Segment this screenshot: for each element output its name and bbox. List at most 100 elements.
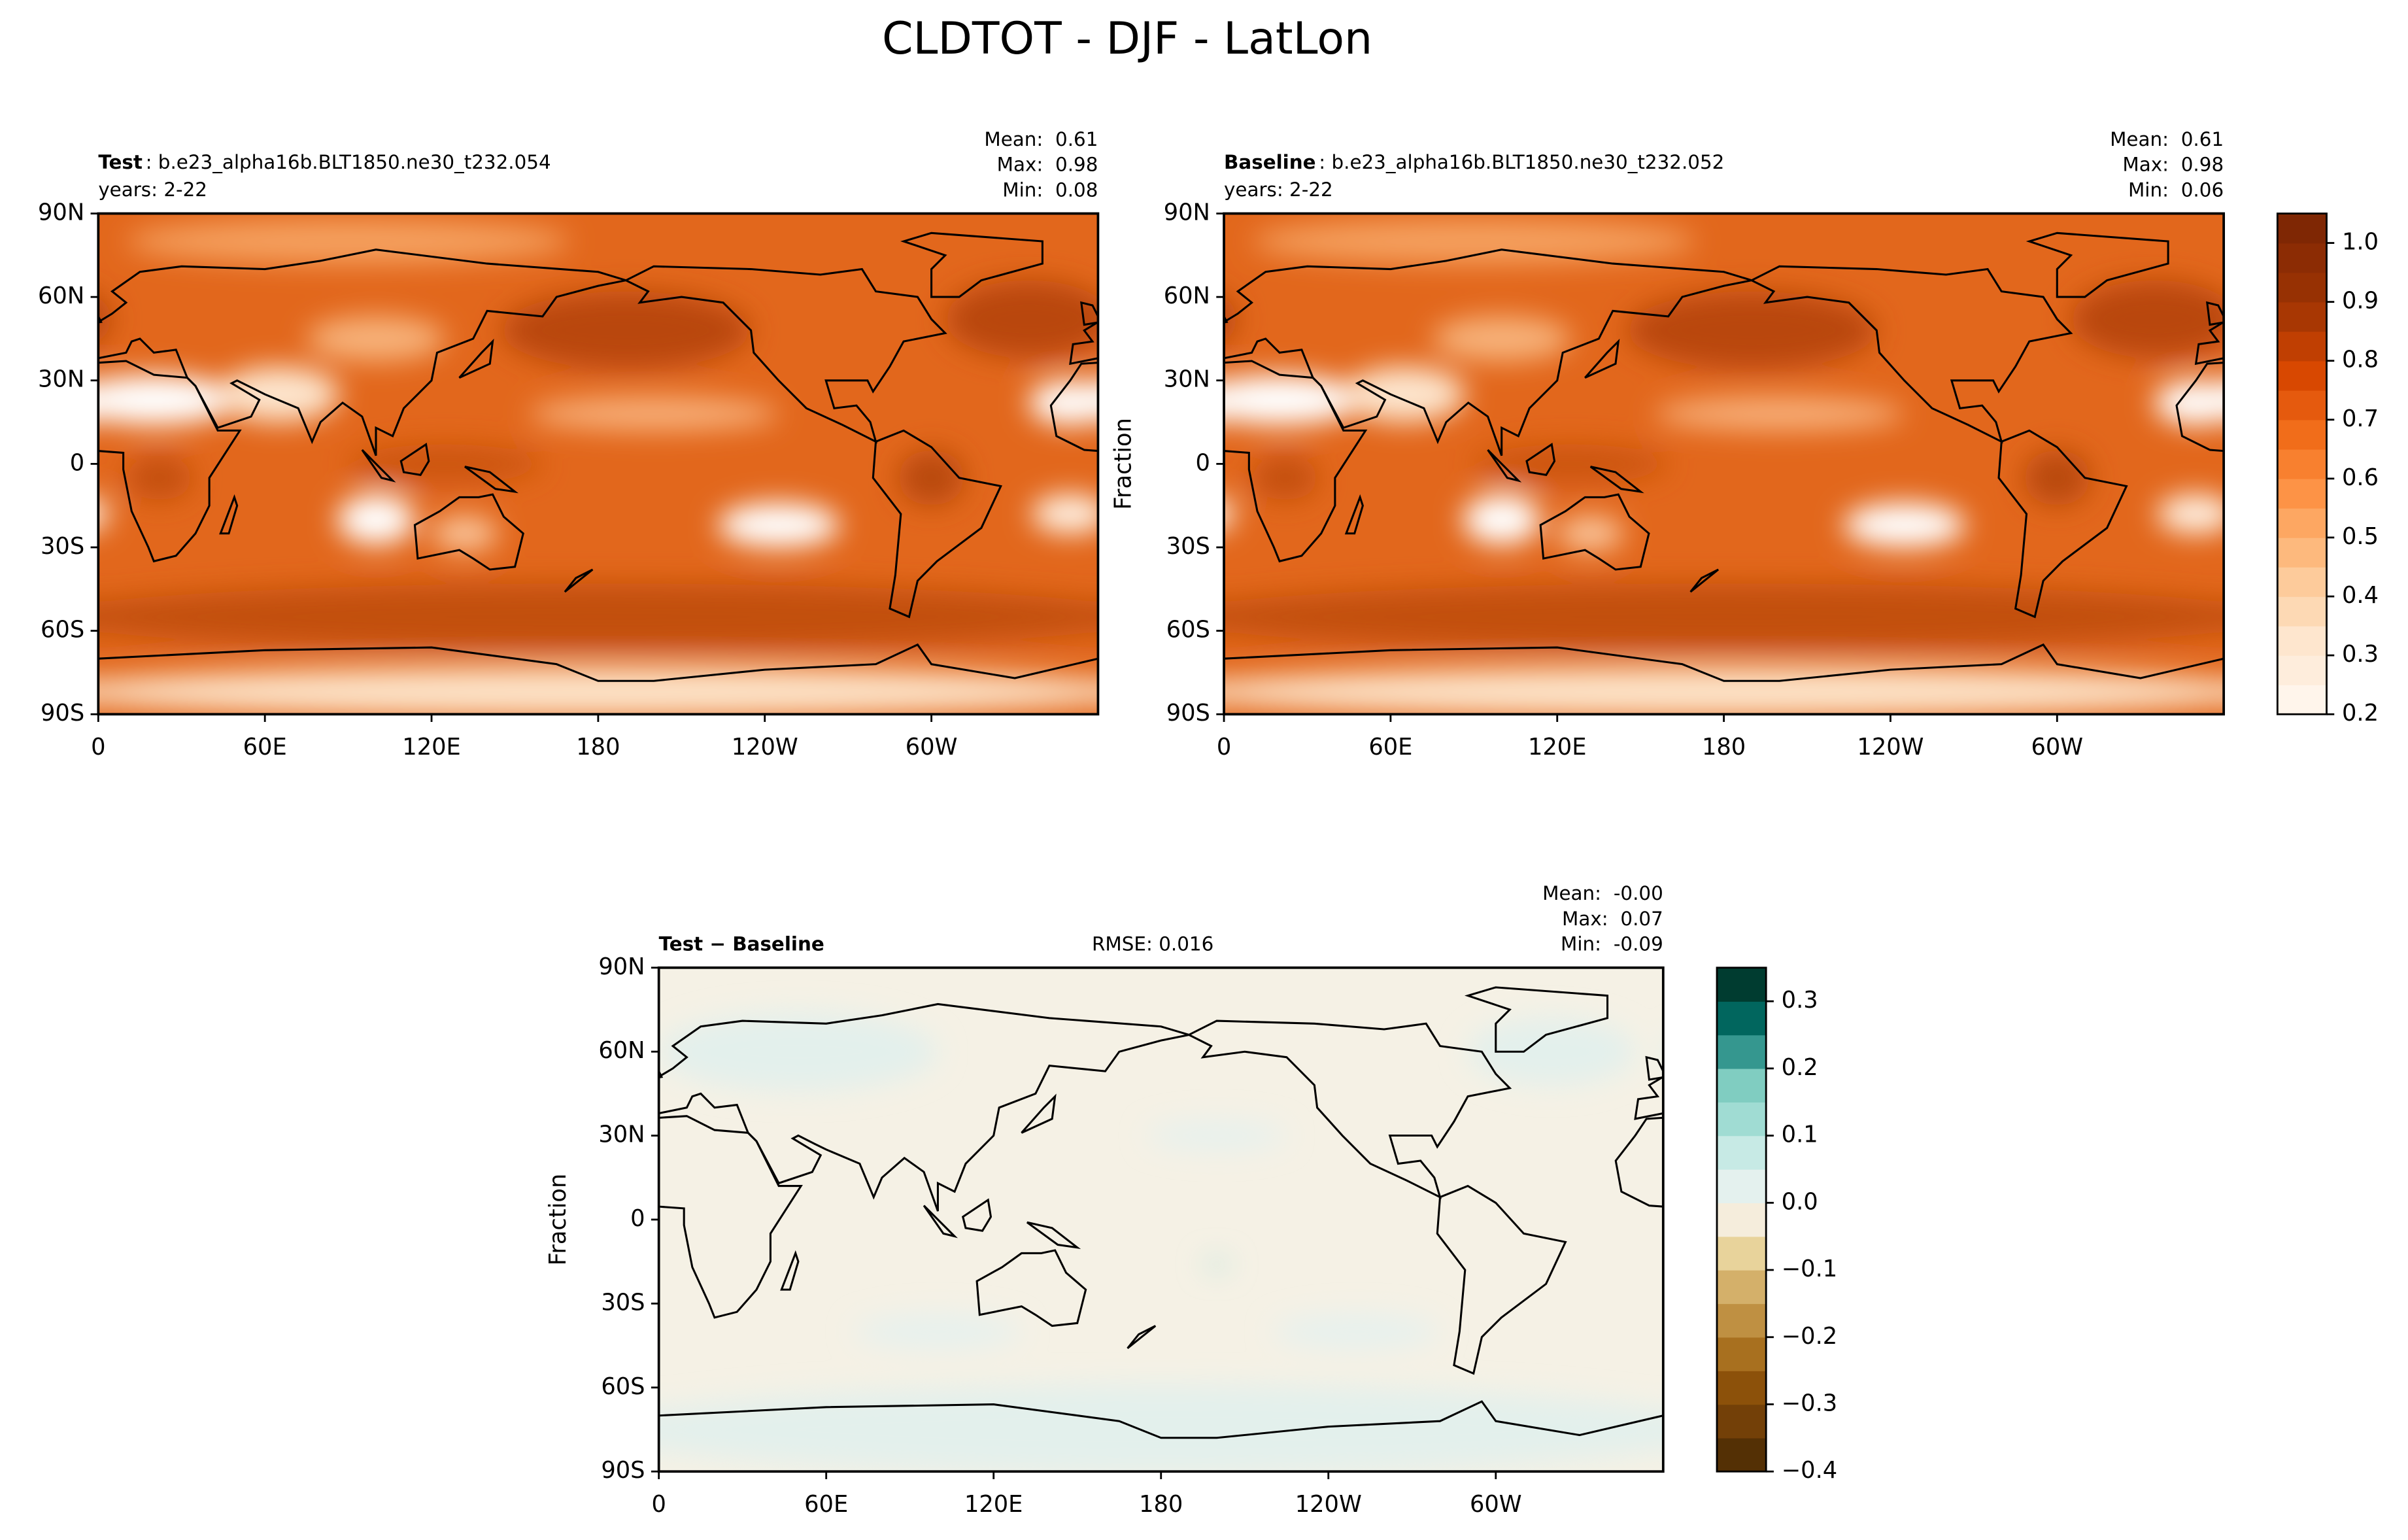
coastline [1584,338,1620,379]
colorbar-bin [1717,1203,1767,1237]
colorbar-bin [2277,507,2327,538]
x-tick-label: 120E [402,734,460,761]
stat-value: -0.09 [1614,933,1663,955]
field-blob [1202,1258,1231,1271]
x-tick-label: 120W [732,734,798,761]
y-tick-label: 30S [601,1289,645,1316]
field-blob [1042,602,1098,632]
colorbar-bin [2277,655,2327,685]
field-blob [898,450,965,506]
field-blob [348,444,543,484]
coastline [1645,1055,1663,1081]
x-tick-label: 60W [906,734,958,761]
x-tick-label: 120E [1528,734,1586,761]
y-tick-label: 90S [41,700,84,727]
colorbar-tick-label: 0.7 [2342,405,2379,432]
stat-value: 0.98 [1055,153,1098,175]
field-blobs [98,219,1098,715]
colorbar-bin [2277,596,2327,626]
panel-subtitle: years: 2-22 [1224,179,1333,201]
stat-value: 0.61 [2181,128,2224,150]
stat-name: Mean: [984,128,1043,150]
x-tick-label: 60E [243,734,287,761]
coastline [1224,248,1752,456]
y-tick-label: 0 [630,1205,645,1232]
colorbar-bin [1717,1135,1767,1170]
coastline [1436,1184,1567,1375]
x-tick-label: 180 [576,734,620,761]
y-tick-label: 0 [70,449,84,476]
x-tick-label: 120W [1295,1491,1362,1518]
colorbar-bin [1717,1371,1767,1405]
stat-value: 0.08 [1055,179,1098,201]
field-blob [2168,602,2224,632]
colorbar-bin [2277,360,2327,391]
field-blob [945,280,1098,358]
coastline [780,1250,800,1291]
colorbar-bin [1717,1437,1767,1472]
field-blob [1463,494,1541,545]
coastline [361,449,396,483]
colorbar-tick-label: 0.9 [2342,288,2379,315]
x-tick-label: 180 [1139,1491,1183,1518]
field-blob [2024,450,2091,506]
coastline [1689,568,1720,593]
coastline [623,265,947,444]
x-tick-label: 120E [964,1491,1023,1518]
field-blob [217,366,340,422]
y-tick-label: 60N [1164,282,1210,309]
y-tick-label: 30S [1166,533,1210,560]
coastline [98,248,626,456]
field-blob [1224,500,1236,528]
case-name: : b.e23_alpha16b.BLT1850.ne30_t232.052 [1319,150,1724,173]
stat-name: Mean: [2110,128,2169,150]
coastline [1997,429,2128,619]
coastline [900,231,1043,298]
x-tick-label: 60E [1368,734,1412,761]
y-tick-label: 0 [1195,449,1210,476]
colorbar-frame [1716,967,1767,1473]
field-blob [1432,316,1571,361]
x-tick-label: 60E [804,1491,848,1518]
coastline [872,429,1002,619]
field-blob [2157,494,2224,534]
y-tick-label: 30N [598,1121,645,1148]
field-blob [2168,681,2224,703]
stat-name: Max: [2122,153,2169,175]
field-blob [98,583,1098,651]
coastline [1749,265,2073,444]
stat: Max: 0.98 [997,153,1098,175]
stat: Max: 0.98 [2122,153,2224,175]
stat: Mean: -0.00 [1542,882,1663,904]
coastline [413,493,524,571]
coastline [1187,1019,1512,1199]
x-tick-label: 60W [2031,734,2083,761]
x-tick-label: 120W [1857,734,1924,761]
coastline [1487,449,1522,483]
colorbar-tick-label: 0.3 [1782,987,1818,1014]
colorbar-bin [1717,1236,1767,1271]
x-tick-label: 60W [1470,1491,1522,1518]
colorbar-bin [2277,331,2327,362]
panel-label: Baseline: b.e23_alpha16b.BLT1850.ne30_t2… [1224,150,1724,173]
field-blob [1843,502,1966,547]
colorbar-bin [2277,567,2327,597]
coastline [658,1400,1663,1439]
stat-name: Min: [2128,179,2169,201]
colorbar-bin [1717,1035,1767,1069]
stat-name: Mean: [1542,882,1601,904]
colorbar-bin [2277,419,2327,450]
stat-name: Max: [1562,907,1608,929]
field-blob [1224,386,1238,420]
coastline [219,494,239,535]
field-blob [1031,494,1098,534]
field-blob [126,455,193,500]
coastline [658,1002,1189,1212]
stat-value: 0.07 [1620,907,1663,929]
colorbar-bin [1717,1068,1767,1103]
colorbar-label: Fraction [545,1174,571,1266]
coastline [1464,986,1609,1053]
field-blob [2071,280,2224,358]
stat-name: Min: [1561,933,1601,955]
field-blob [98,298,112,341]
